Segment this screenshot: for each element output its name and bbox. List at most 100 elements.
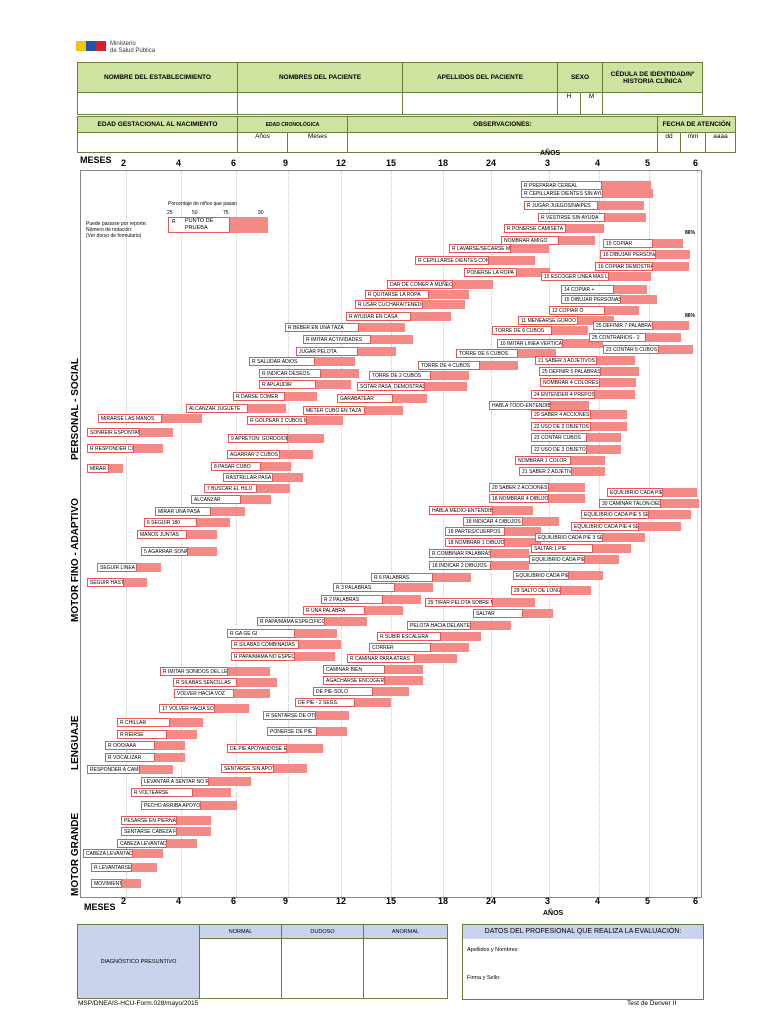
grid-line [126, 171, 127, 897]
item-label: 18 PARTES/CUERPOS [445, 527, 505, 536]
patient-names-header: NOMBRES DEL PACIENTE [237, 62, 403, 93]
item-label: MIRAR CARA [87, 464, 109, 473]
item-label: R AYUDAR EN CASA [346, 312, 411, 321]
test-item: R LEVANTARSE CABEZA [91, 863, 157, 872]
top-month-tick: 15 [386, 158, 397, 168]
item-label: DE PIE-SOLO [313, 687, 373, 696]
test-item: 15 COPIAR [603, 239, 683, 248]
item-label: METER CUBO EN TAZA [303, 406, 365, 415]
test-item: 18 INDICAR 2 DIBUJOS [429, 561, 529, 570]
day-field[interactable]: dd [657, 132, 681, 153]
item-label: VOLVER HACIA VOZ [174, 689, 234, 698]
item-label: HABLA TODO-ENTENDIBLE [489, 401, 551, 410]
item-label: R CEPILLARSE DIENTES SIN AYUDA [521, 189, 603, 198]
item-label: NOMBRAR 1 COLOR [515, 456, 571, 465]
anormal-field[interactable] [363, 938, 448, 999]
test-item: 11 MENEARSE GORDO [518, 316, 614, 325]
item-label: R 3 PALABRAS [333, 583, 395, 592]
test-item: TORRE DE 2 CUBOS [369, 371, 469, 380]
item-label: 24 ENTENDER 4 PREPOSICIONES [531, 390, 595, 399]
item-label: R SILABAS SENCILLAS [173, 678, 237, 687]
normal-header: NORMAL [199, 924, 282, 939]
item-label: 25 CONTRARIOS - 2 [589, 333, 646, 342]
test-item: 15 ESCOGER LINEA MAS LARGA [541, 272, 651, 281]
test-item: EQUILIBRIO CADA PIE 5 SEGUNDOS [581, 510, 691, 519]
denver-chart-grid: R PREPARAR CEREAL R CEPILLARSE DIENTES SI… [80, 170, 702, 898]
bottom-year-tick: 5 [645, 896, 651, 906]
test-item: MOVIMIENTOS IGUALES [91, 879, 141, 888]
item-label: 25 DEFINIR 5 PALABRAS [539, 367, 601, 376]
test-item: R CAMINAR PARA ATRAS [347, 654, 457, 663]
item-label: 7 BUSCAR EL HILO [204, 484, 257, 493]
bottom-month-tick: 9 [283, 896, 289, 906]
gestational-age-field[interactable] [77, 132, 238, 153]
item-label: 22 USO DE 2 OBJETOS [531, 422, 591, 431]
item-label: ALCANZAR [191, 495, 241, 504]
test-item: R QUITARSE LA ROPA [365, 290, 469, 299]
observations-field[interactable] [347, 132, 658, 153]
id-field[interactable] [602, 92, 703, 115]
top-year-tick: 4 [595, 158, 601, 168]
gestational-age-header: EDAD GESTACIONAL AL NACIMIENTO [77, 116, 238, 133]
test-item: SEGUIR LINEA MED. [97, 563, 161, 572]
test-item: R VOLTEARSE [131, 788, 231, 797]
test-item: 21 SABER 3 ADJETIVOS [535, 356, 635, 365]
item-label: R CAMINAR PARA ATRAS [347, 654, 415, 663]
test-item: 18 INDICAR 4 DIBUJOS [463, 517, 559, 526]
test-item: GARABATEAR [337, 394, 427, 403]
item-label: R VOLTEARSE [131, 788, 193, 797]
test-item: R IMITAR ACTIVIDADES [303, 335, 413, 344]
signature-field[interactable]: Firma y Sello: [467, 975, 501, 981]
test-item: AGARRAR 2 CUBOS [227, 450, 313, 459]
normal-field[interactable] [199, 938, 282, 999]
item-label: EQUILIBRIO CADA PIE 2 SEGUNDOS [529, 555, 585, 564]
item-label: 20 SABER 4 ACCIONES [531, 410, 591, 419]
item-label: 15 COPIAR [603, 239, 653, 248]
bottom-month-tick: 15 [386, 896, 397, 906]
item-label: EQUILIBRIO CADA PIE 5 SEGUNDOS [581, 510, 649, 519]
item-label: R SENTARSE DE OTRA POST [263, 711, 316, 720]
item-label: 29 SALTO DE LONG. [511, 586, 561, 595]
sex-h-option[interactable]: H [557, 92, 581, 115]
patient-surnames-field[interactable] [402, 92, 558, 115]
months-scale-label-top: MESES [80, 155, 112, 165]
top-year-tick: 3 [545, 158, 551, 168]
section-gross-motor: MOTOR GRANDE [70, 812, 81, 896]
months-field[interactable]: Meses [287, 132, 348, 153]
test-item: 16 COPIAR DEMOSTRAR [595, 262, 689, 271]
year-field[interactable]: aaaa [704, 132, 737, 153]
dudoso-field[interactable] [281, 938, 364, 999]
top-month-tick: 12 [336, 158, 347, 168]
bottom-year-tick: 6 [693, 896, 699, 906]
grid-line [236, 171, 237, 897]
item-label: 30 CAMINAR TALON-DEDO [599, 499, 661, 508]
test-item: R PAPA/MAMA ESPECIFICOS [257, 617, 367, 626]
test-item: PECHO ARRIBA APOYO EN BRAZOS [141, 801, 237, 810]
item-label: NOMBRAR 4 COLORES [540, 378, 600, 387]
item-label: 9 APRETON: GORDO/DEDOS [228, 434, 288, 443]
legend-pct-90: 90 [258, 210, 264, 216]
grid-line [697, 171, 698, 897]
month-field[interactable]: mm [680, 132, 706, 153]
establishment-field[interactable] [77, 92, 238, 115]
sex-m-option[interactable]: M [580, 92, 603, 115]
establishment-header: NOMBRE DEL ESTABLECIMIENTO [77, 62, 238, 93]
item-label: 14 COPIAR + [561, 285, 614, 294]
item-label: TORRE DE 8 CUBOS [492, 326, 552, 335]
grid-line [341, 171, 342, 897]
item-label: AGARRAR 2 CUBOS [227, 450, 280, 459]
test-item: 23 CONTAR CUBOS [531, 433, 621, 442]
names-field[interactable]: Apellidos y Nombres: [467, 947, 519, 953]
item-label: R CHILLAR [117, 718, 170, 727]
patient-names-field[interactable] [237, 92, 403, 115]
item-label: SENTARSE CABEZA FIRME [121, 827, 177, 836]
years-field[interactable]: Años [237, 132, 288, 153]
item-label: MIRARSE LAS MANOS [98, 414, 162, 423]
professional-title: DATOS DEL PROFESIONAL QUE REALIZA LA EVA… [463, 925, 703, 939]
top-month-tick: 9 [283, 158, 289, 168]
legend-pct-50: 50 [192, 210, 198, 216]
test-item: R GA GE GI [227, 629, 337, 638]
item-label: EQUILIBRIO CADA PIE 4 SEGUNDOS [571, 522, 639, 531]
test-item: 6 SEGUIR 180 [144, 518, 230, 527]
percent-mark-2: 86% [685, 313, 696, 319]
